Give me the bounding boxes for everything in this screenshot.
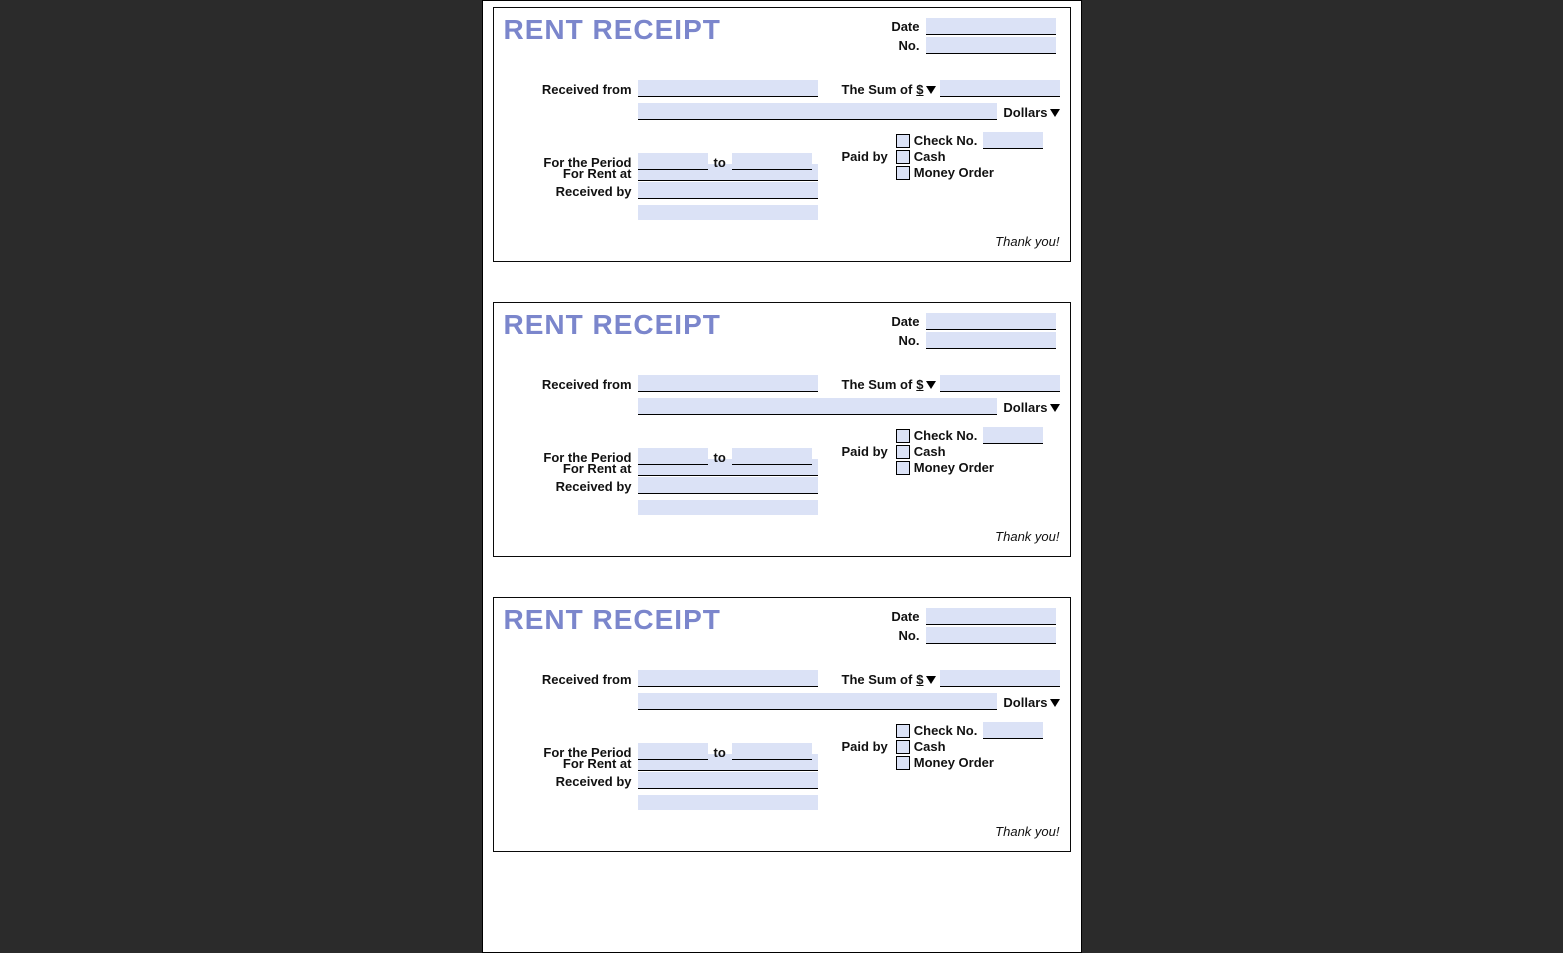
money-order-checkbox[interactable] bbox=[896, 166, 910, 180]
received-by-label: Received by bbox=[504, 184, 638, 199]
dollars-dropdown[interactable]: Dollars bbox=[1003, 400, 1059, 415]
period-to-input[interactable] bbox=[732, 448, 812, 465]
paid-by-label: Paid by bbox=[842, 739, 888, 754]
receipt-header-right: Date No. bbox=[891, 18, 1055, 56]
for-period-label: For the Period bbox=[504, 450, 638, 465]
paid-by-label: Paid by bbox=[842, 444, 888, 459]
received-by-input-2[interactable] bbox=[638, 205, 818, 220]
check-no-input[interactable] bbox=[983, 722, 1043, 739]
currency-dropdown[interactable]: $ bbox=[916, 82, 935, 97]
cash-label: Cash bbox=[914, 739, 946, 755]
date-input[interactable] bbox=[926, 313, 1056, 330]
chevron-down-icon bbox=[926, 676, 936, 684]
no-input[interactable] bbox=[926, 627, 1056, 644]
rent-receipt: RENT RECEIPT Date No. Received from The … bbox=[493, 597, 1071, 852]
period-to-input[interactable] bbox=[732, 743, 812, 760]
check-no-label: Check No. bbox=[914, 428, 978, 444]
received-by-label: Received by bbox=[504, 774, 638, 789]
check-no-input[interactable] bbox=[983, 132, 1043, 149]
date-label: Date bbox=[891, 314, 919, 329]
period-to-label: to bbox=[708, 450, 732, 465]
received-from-input[interactable] bbox=[638, 80, 818, 97]
date-label: Date bbox=[891, 19, 919, 34]
no-label: No. bbox=[899, 628, 920, 643]
sum-words-input[interactable] bbox=[638, 693, 998, 710]
sum-of-label: The Sum of bbox=[842, 377, 913, 392]
check-no-input[interactable] bbox=[983, 427, 1043, 444]
cash-label: Cash bbox=[914, 444, 946, 460]
sum-words-input[interactable] bbox=[638, 103, 998, 120]
received-by-label: Received by bbox=[504, 479, 638, 494]
for-period-label: For the Period bbox=[504, 155, 638, 170]
receipt-header-right: Date No. bbox=[891, 608, 1055, 646]
currency-dropdown[interactable]: $ bbox=[916, 672, 935, 687]
no-label: No. bbox=[899, 333, 920, 348]
date-input[interactable] bbox=[926, 608, 1056, 625]
received-by-input[interactable] bbox=[638, 182, 818, 199]
cash-label: Cash bbox=[914, 149, 946, 165]
thank-you-text: Thank you! bbox=[504, 529, 1060, 544]
sum-of-label: The Sum of bbox=[842, 672, 913, 687]
received-from-input[interactable] bbox=[638, 375, 818, 392]
check-no-label: Check No. bbox=[914, 723, 978, 739]
period-from-input[interactable] bbox=[638, 448, 708, 465]
no-input[interactable] bbox=[926, 37, 1056, 54]
sum-words-input[interactable] bbox=[638, 398, 998, 415]
period-to-label: to bbox=[708, 745, 732, 760]
received-by-input[interactable] bbox=[638, 772, 818, 789]
check-no-checkbox[interactable] bbox=[896, 429, 910, 443]
chevron-down-icon bbox=[1050, 699, 1060, 707]
cash-checkbox[interactable] bbox=[896, 445, 910, 459]
received-from-input[interactable] bbox=[638, 670, 818, 687]
sum-amount-input[interactable] bbox=[940, 80, 1060, 97]
date-input[interactable] bbox=[926, 18, 1056, 35]
sum-amount-input[interactable] bbox=[940, 670, 1060, 687]
sum-amount-input[interactable] bbox=[940, 375, 1060, 392]
no-input[interactable] bbox=[926, 332, 1056, 349]
thank-you-text: Thank you! bbox=[504, 234, 1060, 249]
chevron-down-icon bbox=[1050, 404, 1060, 412]
dollars-dropdown[interactable]: Dollars bbox=[1003, 105, 1059, 120]
period-to-label: to bbox=[708, 155, 732, 170]
money-order-label: Money Order bbox=[914, 460, 994, 476]
check-no-checkbox[interactable] bbox=[896, 724, 910, 738]
check-no-label: Check No. bbox=[914, 133, 978, 149]
currency-dropdown[interactable]: $ bbox=[916, 377, 935, 392]
period-from-input[interactable] bbox=[638, 153, 708, 170]
chevron-down-icon bbox=[926, 86, 936, 94]
document-page: RENT RECEIPT Date No. Received from The … bbox=[482, 0, 1082, 953]
received-by-input-2[interactable] bbox=[638, 500, 818, 515]
rent-receipt: RENT RECEIPT Date No. Received from The … bbox=[493, 7, 1071, 262]
no-label: No. bbox=[899, 38, 920, 53]
period-to-input[interactable] bbox=[732, 153, 812, 170]
received-by-input[interactable] bbox=[638, 477, 818, 494]
dollars-dropdown[interactable]: Dollars bbox=[1003, 695, 1059, 710]
received-from-label: Received from bbox=[504, 82, 638, 97]
thank-you-text: Thank you! bbox=[504, 824, 1060, 839]
money-order-checkbox[interactable] bbox=[896, 756, 910, 770]
cash-checkbox[interactable] bbox=[896, 740, 910, 754]
money-order-label: Money Order bbox=[914, 755, 994, 771]
received-from-label: Received from bbox=[504, 377, 638, 392]
for-period-label: For the Period bbox=[504, 745, 638, 760]
paid-by-label: Paid by bbox=[842, 149, 888, 164]
received-by-input-2[interactable] bbox=[638, 795, 818, 810]
date-label: Date bbox=[891, 609, 919, 624]
receipt-header-right: Date No. bbox=[891, 313, 1055, 351]
money-order-checkbox[interactable] bbox=[896, 461, 910, 475]
sum-of-label: The Sum of bbox=[842, 82, 913, 97]
period-from-input[interactable] bbox=[638, 743, 708, 760]
chevron-down-icon bbox=[926, 381, 936, 389]
cash-checkbox[interactable] bbox=[896, 150, 910, 164]
chevron-down-icon bbox=[1050, 109, 1060, 117]
check-no-checkbox[interactable] bbox=[896, 134, 910, 148]
rent-receipt: RENT RECEIPT Date No. Received from The … bbox=[493, 302, 1071, 557]
received-from-label: Received from bbox=[504, 672, 638, 687]
money-order-label: Money Order bbox=[914, 165, 994, 181]
